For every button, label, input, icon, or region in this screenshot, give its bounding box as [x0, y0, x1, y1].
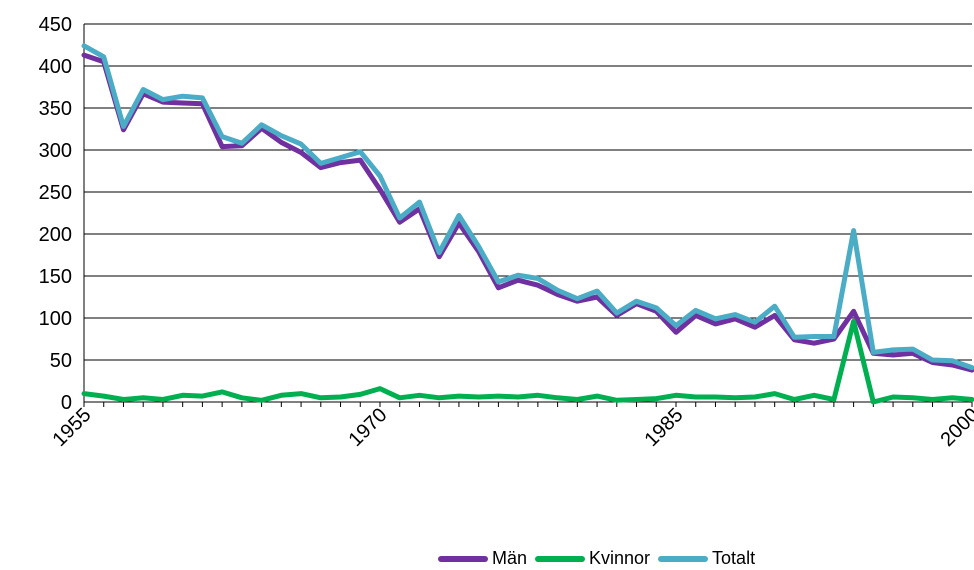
legend-item-kvinnor: Kvinnor	[535, 548, 650, 569]
legend-item-totalt: Totalt	[658, 548, 755, 569]
legend-swatch-totalt	[658, 555, 709, 562]
y-tick-label-300: 300	[39, 140, 72, 162]
y-tick-label-100: 100	[39, 308, 72, 330]
legend-item-man: Män	[438, 548, 527, 569]
y-tick-label-150: 150	[39, 266, 72, 288]
series-line-kvinnor	[81, 318, 974, 405]
x-tick-label-2000: 2000	[937, 404, 974, 451]
y-tick-label-250: 250	[39, 182, 72, 204]
x-tick-label-1955: 1955	[49, 404, 96, 451]
legend: Män Kvinnor Totalt	[438, 548, 763, 569]
legend-label-kvinnor: Kvinnor	[589, 548, 651, 568]
axes	[83, 24, 973, 407]
series-line-totalt	[81, 43, 974, 371]
series-line-mn	[81, 52, 974, 373]
x-tick-label-1985: 1985	[641, 404, 688, 451]
y-tick-label-400: 400	[39, 56, 72, 78]
series-lines	[81, 43, 974, 405]
legend-label-totalt: Totalt	[712, 548, 756, 568]
gridlines	[84, 23, 972, 361]
legend-label-man: Män	[492, 548, 528, 568]
y-tick-label-450: 450	[39, 14, 72, 36]
x-tick-labels: 1955 1970 1985 2000	[49, 404, 974, 451]
legend-swatch-man	[438, 555, 488, 562]
y-tick-labels: 0 50 100 150 200 250 300 350 400 450	[39, 14, 72, 414]
legend-swatch-kvinnor	[535, 555, 586, 562]
y-tick-label-0: 0	[61, 392, 72, 414]
y-tick-label-200: 200	[39, 224, 72, 246]
y-tick-label-350: 350	[39, 98, 72, 120]
y-tick-label-50: 50	[50, 350, 72, 372]
x-tick-label-1970: 1970	[345, 404, 392, 451]
